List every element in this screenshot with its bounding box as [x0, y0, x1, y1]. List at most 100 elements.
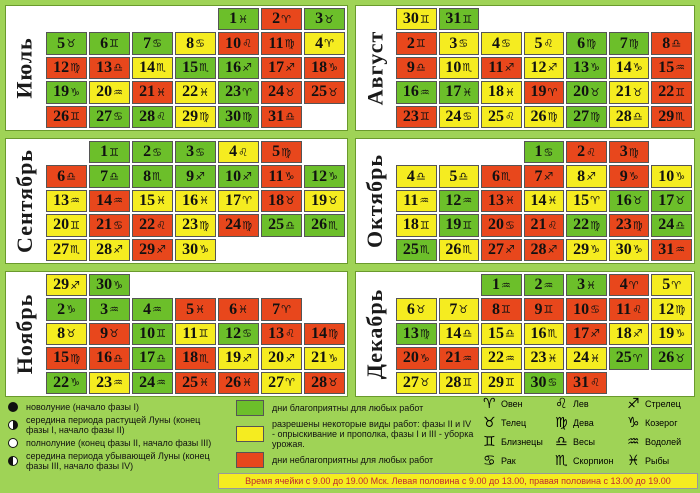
- day-number: 9: [186, 167, 195, 185]
- day-number: 3: [577, 276, 586, 294]
- day-number: 24: [139, 373, 156, 391]
- day-number: 16: [182, 191, 199, 209]
- first-moon-icon: [8, 420, 18, 430]
- zodiac-sign-icon: ♍: [590, 110, 600, 124]
- day-cell: 18 ♉: [261, 189, 302, 213]
- zodiac-sign-icon: ♊: [419, 12, 430, 26]
- empty-cell: [175, 274, 216, 296]
- moon-legend-text: новолуние (начало фазы I): [26, 402, 139, 412]
- day-cell: 12 ♋: [218, 322, 259, 346]
- zodiac-sign-icon: ♈: [671, 278, 682, 292]
- day-number: 28: [445, 373, 462, 391]
- day-number: 23: [96, 373, 113, 391]
- day-number: 11: [268, 167, 284, 185]
- day-cell: 12 ♍: [651, 298, 692, 321]
- day-number: 27: [487, 240, 504, 258]
- day-cell: 31 ♎: [261, 105, 302, 128]
- day-cell: 11 ♍: [261, 32, 302, 55]
- day-number: 11: [616, 300, 632, 318]
- zodiac-legend-item: ♏ Скорпион: [555, 453, 613, 469]
- day-number: 4: [491, 34, 500, 52]
- day-cell: 6 ♊: [89, 32, 130, 55]
- day-cell: 16 ♉: [608, 189, 650, 213]
- day-number: 31: [445, 10, 462, 28]
- day-cell: 29 ♏: [651, 105, 692, 128]
- day-cell: 24 ♒: [132, 371, 173, 394]
- empty-cell: [481, 141, 522, 163]
- day-cell: 29 ♑: [566, 238, 607, 261]
- zodiac-sign-icon: ♎: [66, 170, 76, 184]
- day-number: 14: [139, 58, 156, 76]
- zodiac-legend-item: ♊ Близнецы: [483, 434, 543, 450]
- zodiac-sign-icon: ♈: [242, 194, 252, 208]
- zodiac-sign-icon: ♏: [156, 61, 166, 75]
- zodiac-sign-icon: ♍: [590, 218, 600, 232]
- day-number: 2: [143, 143, 152, 161]
- day-number: 8: [57, 324, 66, 342]
- day-cell: 24 ♍: [218, 214, 259, 237]
- day-cell: 10 ♌: [218, 32, 259, 55]
- day-cell: 19 ♑: [651, 322, 692, 346]
- zodiac-sign-icon: ♍: [242, 110, 252, 124]
- day-cell: 1 ♋: [523, 141, 565, 164]
- day-number: 19: [53, 83, 70, 101]
- day-cell: 20 ♒: [89, 81, 130, 104]
- zodiac-sign-icon: ♎: [632, 110, 643, 124]
- day-number: 30: [225, 107, 242, 125]
- zodiac-sign-icon: ♋: [113, 110, 123, 124]
- day-cell: 30 ♍: [218, 105, 259, 128]
- zodiac-sign-icon: ♉: [415, 303, 426, 317]
- zodiac-sign-icon: ♒: [500, 278, 511, 292]
- day-cell: 21 ♉: [608, 81, 650, 104]
- zodiac-sign-icon: ♎: [675, 218, 686, 232]
- zodiac-sign-icon: ♍: [242, 218, 252, 232]
- zodiac-sign-icon: ♓: [590, 351, 600, 365]
- day-cell: 18 ♐: [608, 322, 650, 346]
- zodiac-sign-icon: ♓: [199, 376, 209, 390]
- day-cell: 26 ♓: [218, 371, 259, 394]
- day-number: 31: [268, 107, 285, 125]
- day-cell: 27 ♏: [46, 238, 87, 261]
- zodiac-sign-icon: ♐: [547, 243, 558, 257]
- zodiac-sign-icon: ♒: [113, 194, 123, 208]
- day-cell: 12 ♒: [438, 189, 480, 213]
- day-cell: 19 ♑: [46, 81, 87, 104]
- day-cell: 22 ♌: [132, 214, 173, 237]
- day-cell: 12 ♍: [46, 56, 87, 80]
- day-cell: 9 ♉: [89, 322, 130, 346]
- empty-cell: [481, 8, 522, 30]
- zodiac-sign-icon: ♑: [590, 243, 600, 257]
- day-number: 13: [573, 58, 590, 76]
- day-number: 14: [615, 58, 632, 76]
- zodiac-sign-icon: ♋: [543, 145, 554, 159]
- day-cell: 1 ♓: [218, 8, 259, 31]
- day-number: 17: [268, 58, 285, 76]
- zodiac-icon: ♊: [483, 434, 496, 450]
- day-number: 30: [182, 240, 199, 258]
- day-cell: 5 ♉: [46, 32, 87, 55]
- zodiac-sign-icon: ♍: [628, 37, 639, 51]
- day-cell: 28 ♊: [438, 371, 480, 394]
- day-number: 13: [96, 58, 113, 76]
- day-cell: 18 ♑: [304, 56, 345, 80]
- zodiac-sign-icon: ♓: [199, 85, 209, 99]
- day-cell: 28 ♎: [608, 105, 650, 128]
- zodiac-sign-icon: ♉: [328, 194, 338, 208]
- zodiac-sign-icon: ♐: [242, 351, 252, 365]
- zodiac-sign-icon: ♑: [628, 170, 639, 184]
- day-cell: 11 ♌: [608, 298, 650, 321]
- day-cell: 28 ♐: [523, 238, 565, 261]
- zodiac-sign-icon: ♊: [70, 218, 80, 232]
- day-number: 29: [487, 373, 504, 391]
- day-cell: 29 ♊: [481, 371, 522, 394]
- zodiac-sign-icon: ♑: [328, 351, 338, 365]
- day-number: 22: [487, 349, 504, 367]
- day-cell: 16 ♎: [89, 347, 130, 370]
- day-number: 11: [182, 324, 198, 342]
- third-moon-icon: [8, 456, 18, 466]
- zodiac-sign-icon: ♒: [152, 303, 162, 317]
- day-number: 23: [225, 83, 242, 101]
- day-number: 12: [53, 58, 70, 76]
- zodiac-sign-icon: ♌: [586, 145, 596, 159]
